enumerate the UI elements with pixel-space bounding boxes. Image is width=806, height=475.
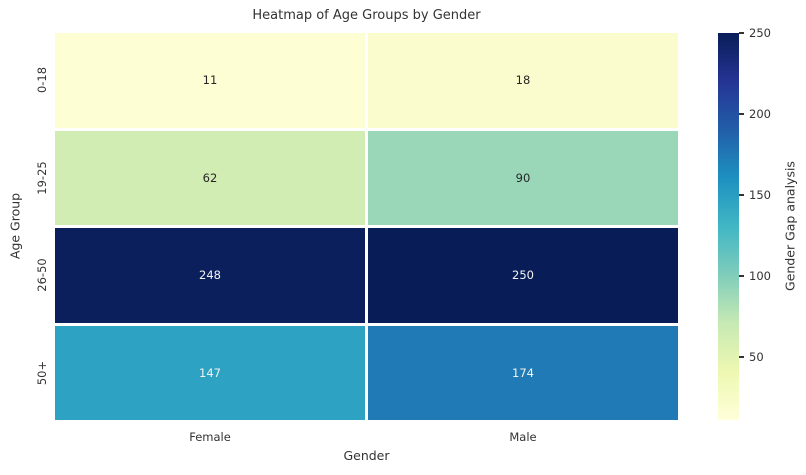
chart-title: Heatmap of Age Groups by Gender [252,8,481,23]
colorbar-tick-label: 50 [749,349,764,364]
heatmap-grid: 11 18 62 90 248 250 147 174 [55,33,678,420]
heatmap-cell: 62 [55,130,365,225]
y-axis-label: Age Group [7,192,23,260]
colorbar-tick-label: 150 [749,187,771,202]
colorbar [718,33,739,420]
heatmap-cell: 11 [55,33,365,128]
colorbar-tick-label: 250 [749,26,771,40]
colorbar-tick-label: 100 [749,268,771,283]
colorbar-tick-mark [739,275,744,277]
y-tick-label: 50+ [35,360,49,385]
y-tick-label: 0-18 [35,67,49,94]
heatmap-cell: 147 [55,325,365,420]
colorbar-label: Gender Gap analysis [782,161,798,291]
heatmap-cell: 18 [368,33,678,128]
heatmap-cell: 250 [368,228,678,323]
x-tick-label: Male [509,430,537,444]
x-axis-label: Gender [343,448,390,463]
y-tick-label: 26-50 [35,258,49,292]
colorbar-tick-mark [739,32,744,34]
colorbar-tick-mark [739,356,744,358]
heatmap-cell: 248 [55,228,365,323]
colorbar-tick-mark [739,194,744,196]
colorbar-tick-label: 200 [749,106,771,121]
heatmap-cell: 90 [368,130,678,225]
colorbar-tick-mark [739,113,744,115]
heatmap-cell: 174 [368,325,678,420]
x-tick-label: Female [189,430,231,444]
y-tick-label: 19-25 [35,161,49,195]
